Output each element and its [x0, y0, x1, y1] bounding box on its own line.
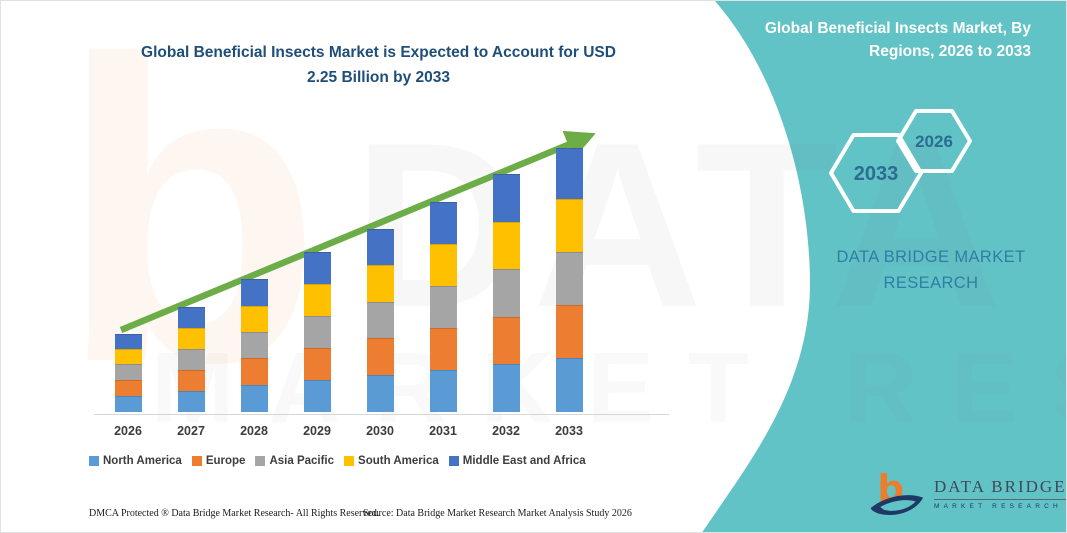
legend-swatch — [448, 456, 459, 466]
chart-legend: North America Europe Asia Pacific South Ame… — [89, 455, 674, 467]
segment-south-america — [177, 328, 205, 349]
logo-text-block: DATA BRIDGE MARKET RESEARCH — [934, 477, 1066, 510]
segment-middle-east-and-africa — [366, 229, 394, 265]
segment-south-america — [114, 349, 142, 364]
segment-south-america — [303, 284, 331, 316]
segment-south-america — [366, 265, 394, 302]
x-tick-2028: 2028 — [240, 424, 268, 438]
segment-south-america — [492, 222, 520, 269]
legend-item-asia-pacific: Asia Pacific — [255, 455, 334, 467]
segment-north-america — [240, 385, 268, 412]
bar-2033 — [555, 148, 583, 412]
segment-north-america — [366, 375, 394, 412]
segment-north-america — [114, 396, 142, 412]
bar-2030 — [366, 229, 394, 412]
bar-2028 — [240, 279, 268, 412]
logo-subtitle: MARKET RESEARCH — [934, 502, 1062, 510]
segment-europe — [177, 370, 205, 391]
segment-north-america — [555, 358, 583, 412]
legend-label: Asia Pacific — [269, 455, 335, 467]
x-tick-2032: 2032 — [492, 424, 520, 438]
chart-title-line1: Global Beneficial Insects Market is Expe… — [141, 44, 616, 61]
segment-middle-east-and-africa — [555, 148, 583, 199]
panel-title: Global Beneficial Insects Market, By Reg… — [731, 17, 1031, 64]
data-bridge-logo: b DATA BRIDGE MARKET RESEARCH — [869, 467, 1066, 519]
panel-brand-text: DATA BRIDGE MARKET RESEARCH — [773, 245, 1066, 296]
legend-swatch — [255, 456, 266, 466]
bar-2029 — [303, 252, 331, 412]
segment-middle-east-and-africa — [114, 334, 142, 349]
x-tick-2027: 2027 — [177, 424, 205, 438]
legend-item-south-america: South America — [344, 455, 439, 467]
legend-label: South America — [358, 455, 439, 467]
segment-asia-pacific — [555, 252, 583, 305]
legend-swatch — [191, 456, 202, 466]
legend-swatch — [344, 456, 355, 466]
legend-item-middle-east-and-africa: Middle East and Africa — [448, 455, 586, 467]
hexagon-2026-label: 2026 — [915, 132, 953, 151]
x-tick-2033: 2033 — [555, 424, 583, 438]
x-tick-2026: 2026 — [114, 424, 142, 438]
legend-label: Middle East and Africa — [462, 455, 586, 467]
x-tick-2031: 2031 — [429, 424, 457, 438]
segment-north-america — [303, 380, 331, 412]
segment-north-america — [492, 364, 520, 412]
x-axis-line — [94, 414, 669, 415]
segment-middle-east-and-africa — [303, 252, 331, 284]
logo-swoosh-cutout — [880, 500, 916, 511]
hexagon-2033 — [829, 133, 923, 213]
segment-asia-pacific — [177, 349, 205, 370]
legend-label: North America — [103, 455, 182, 467]
bar-2031 — [429, 202, 457, 412]
x-tick-2029: 2029 — [303, 424, 331, 438]
segment-north-america — [429, 370, 457, 412]
bar-2026 — [114, 334, 142, 412]
chart-title: Global Beneficial Insects Market is Expe… — [106, 41, 651, 91]
segment-south-america — [429, 244, 457, 286]
dmca-notice: DMCA Protected ® Data Bridge Market Rese… — [89, 508, 380, 519]
panel-title-line1: Global Beneficial Insects Market, By — [764, 20, 1031, 37]
segment-middle-east-and-africa — [177, 307, 205, 328]
segment-middle-east-and-africa — [429, 202, 457, 244]
segment-europe — [492, 317, 520, 364]
segment-europe — [555, 305, 583, 358]
segment-europe — [303, 348, 331, 380]
legend-label: Europe — [205, 455, 246, 467]
logo-name: DATA BRIDGE — [934, 477, 1066, 500]
legend-item-europe: Europe — [191, 455, 246, 467]
panel-brand-line1: DATA BRIDGE MARKET — [836, 248, 1026, 266]
legend-swatch — [89, 456, 99, 466]
segment-asia-pacific — [240, 332, 268, 358]
data-bridge-logo-icon: b — [870, 467, 924, 516]
panel-title-line2: Regions, 2026 to 2033 — [869, 43, 1031, 61]
legend-item-north-america: North America — [89, 455, 182, 467]
hexagon-2026 — [896, 109, 972, 173]
segment-asia-pacific — [303, 316, 331, 348]
panel-brand-line2: RESEARCH — [883, 273, 979, 292]
segment-asia-pacific — [492, 269, 520, 317]
segment-asia-pacific — [429, 286, 457, 328]
segment-asia-pacific — [114, 364, 142, 380]
segment-europe — [429, 328, 457, 370]
source-note: Source: Data Bridge Market Research Mark… — [363, 508, 632, 519]
segment-asia-pacific — [366, 302, 394, 338]
x-tick-2030: 2030 — [366, 424, 394, 438]
segment-europe — [240, 358, 268, 385]
segment-south-america — [555, 199, 583, 252]
hexagon-2033-label: 2033 — [854, 163, 899, 185]
year-hexagons: 2033 2026 — [829, 109, 972, 213]
segment-middle-east-and-africa — [492, 174, 520, 222]
segment-europe — [366, 338, 394, 375]
segment-europe — [114, 380, 142, 396]
segment-north-america — [177, 391, 205, 412]
bar-2032 — [492, 174, 520, 412]
chart-title-line2: 2.25 Billion by 2033 — [306, 68, 450, 86]
bar-2027 — [177, 307, 205, 412]
segment-middle-east-and-africa — [240, 279, 268, 306]
segment-south-america — [240, 306, 268, 332]
